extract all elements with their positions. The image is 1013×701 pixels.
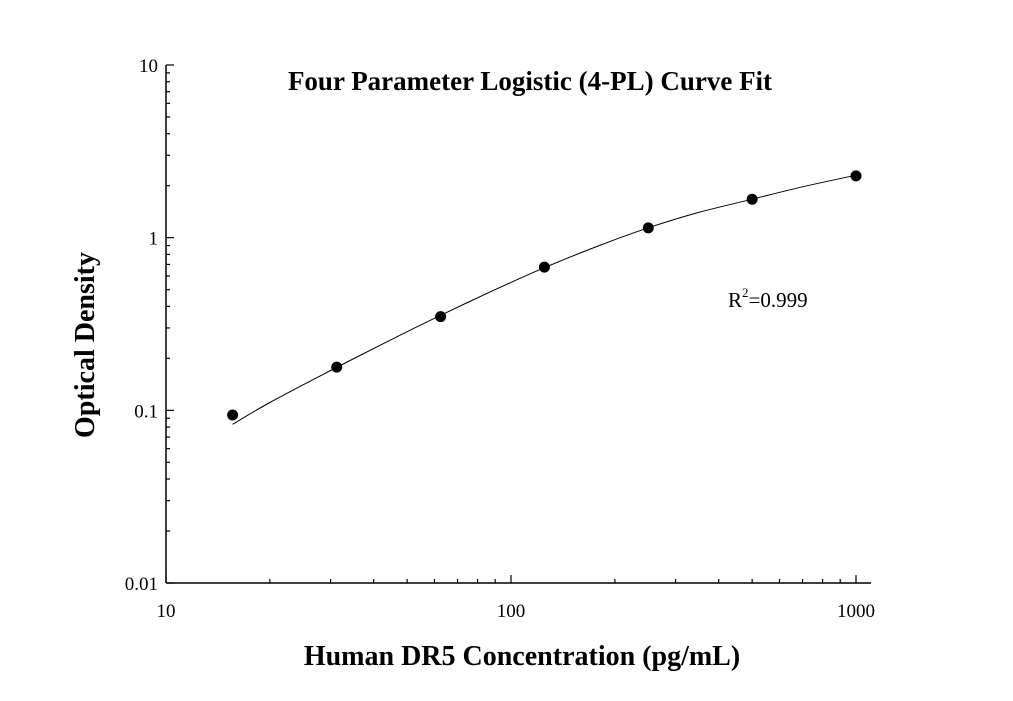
x-tick-label: 1000 bbox=[837, 601, 875, 622]
data-point bbox=[538, 261, 550, 273]
data-points bbox=[227, 170, 862, 421]
data-point bbox=[746, 193, 758, 205]
tick-labels: 10 100 1000 0.01 0.1 1 10 bbox=[125, 56, 875, 622]
x-axis-title: Human DR5 Concentration (pg/mL) bbox=[304, 641, 740, 672]
data-point bbox=[227, 409, 239, 421]
chart-title: Four Parameter Logistic (4-PL) Curve Fit bbox=[288, 66, 772, 96]
r-squared-base: R bbox=[728, 288, 742, 312]
data-point bbox=[642, 222, 654, 234]
y-tick-label: 1 bbox=[149, 229, 159, 250]
r-squared-annotation: R2=0.999 bbox=[728, 285, 808, 312]
tick-marks bbox=[165, 64, 857, 584]
y-tick-label: 10 bbox=[139, 56, 158, 77]
y-tick-label: 0.1 bbox=[134, 401, 158, 422]
r-squared-value: =0.999 bbox=[749, 288, 808, 312]
data-point bbox=[435, 311, 447, 323]
y-tick-label: 0.01 bbox=[125, 574, 158, 595]
axes bbox=[165, 65, 871, 584]
x-tick-label: 100 bbox=[497, 601, 526, 622]
x-tick-label: 10 bbox=[157, 601, 176, 622]
r-squared-superscript: 2 bbox=[742, 285, 749, 300]
data-point bbox=[850, 170, 862, 182]
data-point bbox=[331, 361, 343, 373]
y-axis-title: Optical Density bbox=[70, 252, 101, 438]
